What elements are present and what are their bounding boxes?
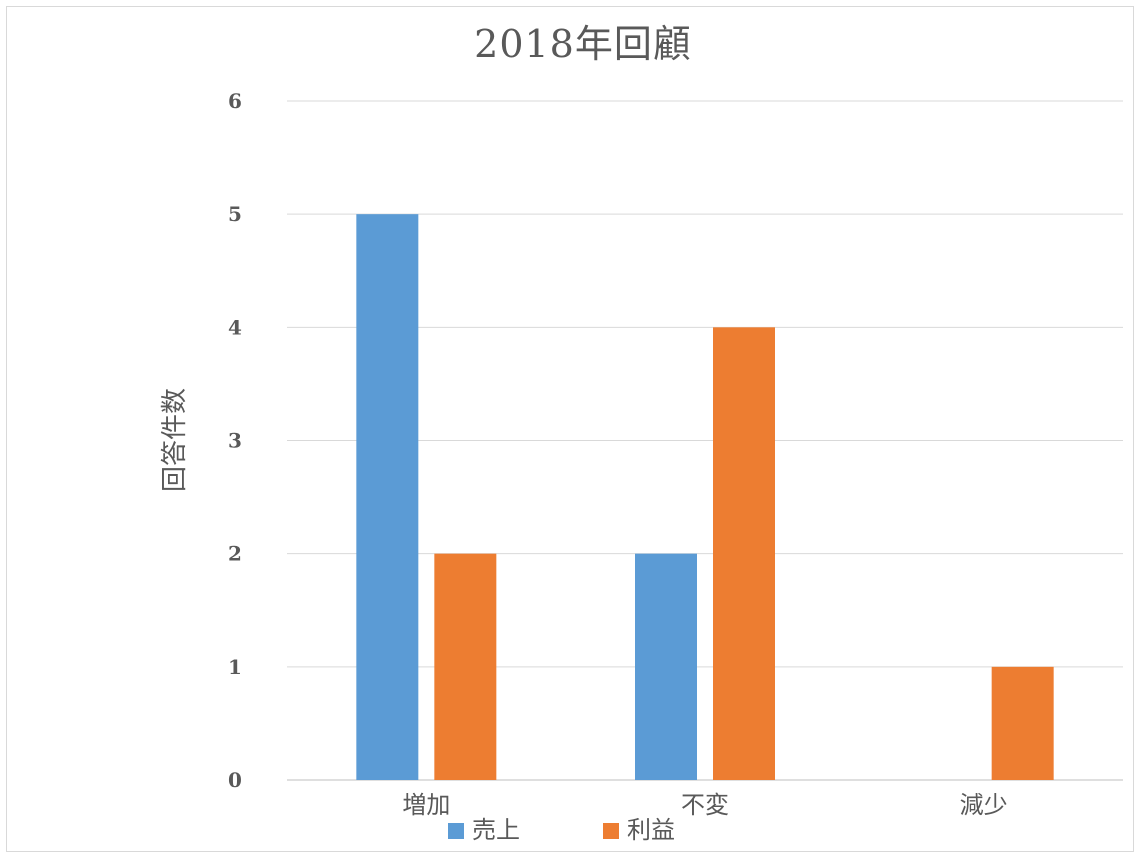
- bar-profit: [713, 327, 775, 780]
- legend-label: 利益: [627, 816, 675, 844]
- y-tick-label: 0: [228, 768, 242, 792]
- y-tick-label: 2: [228, 542, 242, 566]
- bar-sales: [356, 214, 419, 780]
- legend: 売上 利益: [448, 816, 675, 844]
- y-tick-label: 6: [228, 89, 242, 113]
- y-tick-label: 5: [228, 202, 242, 226]
- y-tick-label: 1: [228, 655, 242, 679]
- y-axis-label: 回答件数: [160, 388, 190, 492]
- chart-title: 2018年回顧: [474, 22, 692, 66]
- bar-sales: [635, 553, 697, 780]
- gridlines: [287, 100, 1123, 781]
- x-category-label: 不変: [681, 791, 729, 819]
- bars: [356, 214, 1054, 780]
- x-category-label: 増加: [402, 791, 450, 819]
- bar-profit: [991, 666, 1054, 780]
- y-tick-label: 3: [228, 429, 242, 453]
- legend-swatch: [603, 823, 619, 839]
- x-axis-categories: 増加 不変 減少: [402, 791, 1007, 819]
- legend-swatch: [448, 823, 464, 839]
- x-category-label: 減少: [960, 791, 1008, 819]
- legend-label: 売上: [472, 816, 520, 844]
- y-axis-ticks: 0 1 2 3 4 5 6: [228, 89, 242, 792]
- chart-frame: [6, 6, 1134, 852]
- bar-profit: [434, 553, 497, 780]
- y-tick-label: 4: [228, 315, 242, 339]
